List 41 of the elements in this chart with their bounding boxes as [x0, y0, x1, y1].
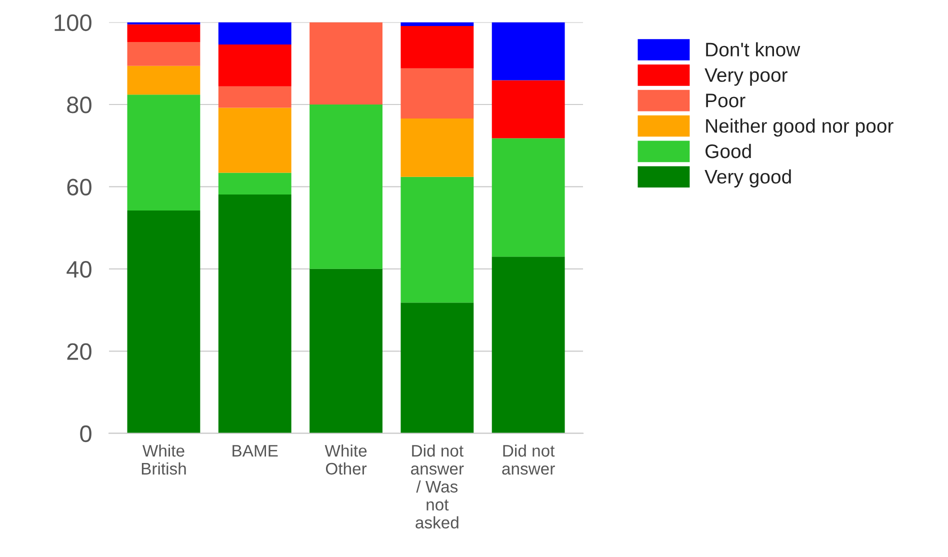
- x-tick-label: White Other: [324, 444, 367, 475]
- bar: [127, 66, 200, 95]
- bar: [310, 22, 382, 104]
- legend-label: Don't know: [706, 42, 800, 56]
- y-tick-label: 20: [67, 343, 92, 360]
- bar: [127, 94, 200, 211]
- bar: [127, 24, 200, 42]
- bar: [400, 26, 474, 68]
- y-tick-label: 100: [54, 14, 92, 32]
- x-tick-label: Did not answer / Was not asked: [411, 444, 464, 529]
- legend-label: Very poor: [704, 68, 788, 86]
- legend-label: Very good: [704, 169, 791, 188]
- bar: [310, 268, 382, 434]
- y-tick-label: 80: [67, 96, 92, 114]
- bar: [400, 68, 474, 118]
- bar: [218, 194, 292, 434]
- bar: [127, 42, 200, 66]
- bar: [492, 80, 565, 138]
- y-tick-label: 60: [67, 178, 92, 196]
- y-tick-label: 40: [66, 260, 92, 278]
- bar: [218, 86, 292, 108]
- bar: [218, 108, 292, 173]
- bar: [400, 118, 474, 177]
- legend-label: Neither good nor poor: [706, 118, 894, 137]
- legend-label: Poor: [706, 94, 746, 108]
- y-tick-label: 0: [80, 425, 92, 442]
- bar: [492, 256, 565, 434]
- bar: [218, 172, 292, 195]
- bar: [492, 22, 565, 80]
- x-tick-label: BAME: [232, 445, 278, 457]
- bar: [310, 104, 382, 269]
- bar: [218, 44, 292, 86]
- bar: [492, 138, 565, 257]
- bar: [400, 302, 474, 434]
- bar: [127, 210, 200, 434]
- x-tick-label: White British: [142, 444, 186, 475]
- bar: [400, 22, 474, 26]
- bar: [400, 176, 474, 303]
- legend-label: Good: [706, 144, 751, 158]
- bar: [218, 22, 292, 44]
- x-tick-label: Did not answer: [502, 444, 555, 475]
